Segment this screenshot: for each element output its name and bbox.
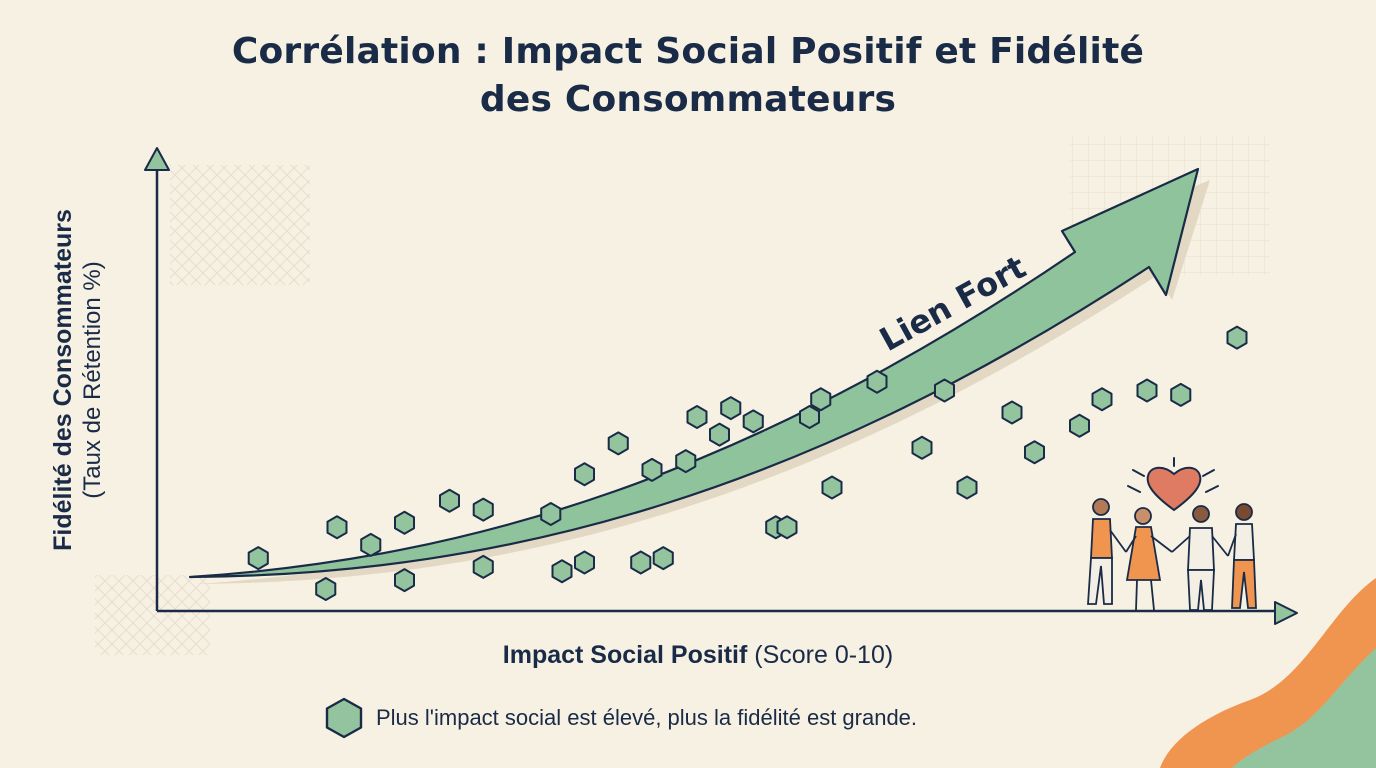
- scatter-point: [1024, 440, 1045, 465]
- scatter-point: [911, 435, 933, 460]
- person-4: [1227, 503, 1257, 609]
- person-3: [1171, 505, 1229, 611]
- scatter-point: [956, 475, 978, 500]
- scatter-point: [574, 550, 595, 575]
- scatter-point: [247, 546, 269, 571]
- scatter-point: [742, 409, 764, 434]
- axes: [144, 147, 1298, 625]
- x-axis-label-main: Impact Social Positif: [502, 641, 748, 669]
- people-holding-hands-illustration: [1087, 457, 1257, 611]
- person-2: [1125, 507, 1173, 611]
- sparkle-lines: [1127, 457, 1219, 493]
- scatter-point: [1226, 325, 1248, 350]
- legend: Plus l'impact social est élevé, plus la …: [324, 696, 917, 740]
- scatter-point: [551, 559, 573, 584]
- scatter-point: [360, 532, 382, 557]
- scatter-point: [1001, 400, 1023, 425]
- scatter-point: [1136, 378, 1158, 403]
- green-blob-decoration: [1232, 648, 1376, 768]
- crosshatch-texture-bottom-left: [95, 575, 210, 655]
- scatter-point: [472, 554, 494, 579]
- heart-icon: [1146, 466, 1202, 512]
- crosshatch-texture-top-left: [170, 165, 310, 285]
- scatter-point: [315, 577, 337, 601]
- y-axis-label-main: Fidélité des Consommateurs: [49, 209, 77, 551]
- scatter-point: [472, 497, 494, 522]
- scatter-points: [247, 325, 1248, 601]
- x-axis-label: Impact Social Positif (Score 0-10): [0, 638, 1376, 672]
- scatter-point: [652, 546, 674, 571]
- hexagon-marker-icon: [325, 697, 363, 739]
- scatter-point: [709, 422, 730, 447]
- scatter-point: [439, 488, 460, 513]
- y-axis-label-unit: (Taux de Rétention %): [79, 261, 106, 499]
- scatter-point: [821, 475, 843, 500]
- person-1: [1087, 498, 1127, 605]
- scatter-point: [326, 515, 348, 540]
- trend-arrow-body: [188, 167, 1200, 579]
- scatter-point: [607, 431, 629, 456]
- scatter-point: [630, 550, 652, 575]
- scatter-point: [810, 387, 832, 412]
- scatter-point: [686, 405, 708, 429]
- scatter-point: [934, 378, 955, 403]
- scatter-point: [799, 405, 820, 429]
- x-axis-arrow-icon: [1274, 601, 1298, 625]
- scatter-point: [1170, 382, 1192, 407]
- chart-title-line-2: des Consommateurs: [479, 79, 897, 120]
- x-axis-label-unit: (Score 0-10): [754, 641, 894, 669]
- trend-arrow-shadow: [196, 180, 1210, 584]
- scatter-point: [1069, 413, 1090, 438]
- scatter-point: [641, 457, 663, 482]
- scatter-point: [720, 396, 742, 421]
- scatter-point: [1091, 387, 1113, 412]
- scatter-point: [866, 369, 888, 394]
- scatter-point: [675, 449, 697, 474]
- scatter-point: [574, 462, 595, 487]
- y-axis-arrow-icon: [144, 147, 170, 171]
- scatter-point: [540, 502, 562, 526]
- scatter-point: [776, 515, 798, 540]
- scatter-point: [394, 510, 415, 535]
- chart-title-line-1: Corrélation : Impact Social Positif et F…: [231, 31, 1145, 72]
- scatter-point: [394, 568, 415, 593]
- legend-text: Plus l'impact social est élevé, plus la …: [376, 705, 918, 730]
- chart-title: Corrélation : Impact Social Positif et F…: [0, 28, 1376, 124]
- y-axis-label: Fidélité des Consommateurs (Taux de Réte…: [48, 165, 158, 595]
